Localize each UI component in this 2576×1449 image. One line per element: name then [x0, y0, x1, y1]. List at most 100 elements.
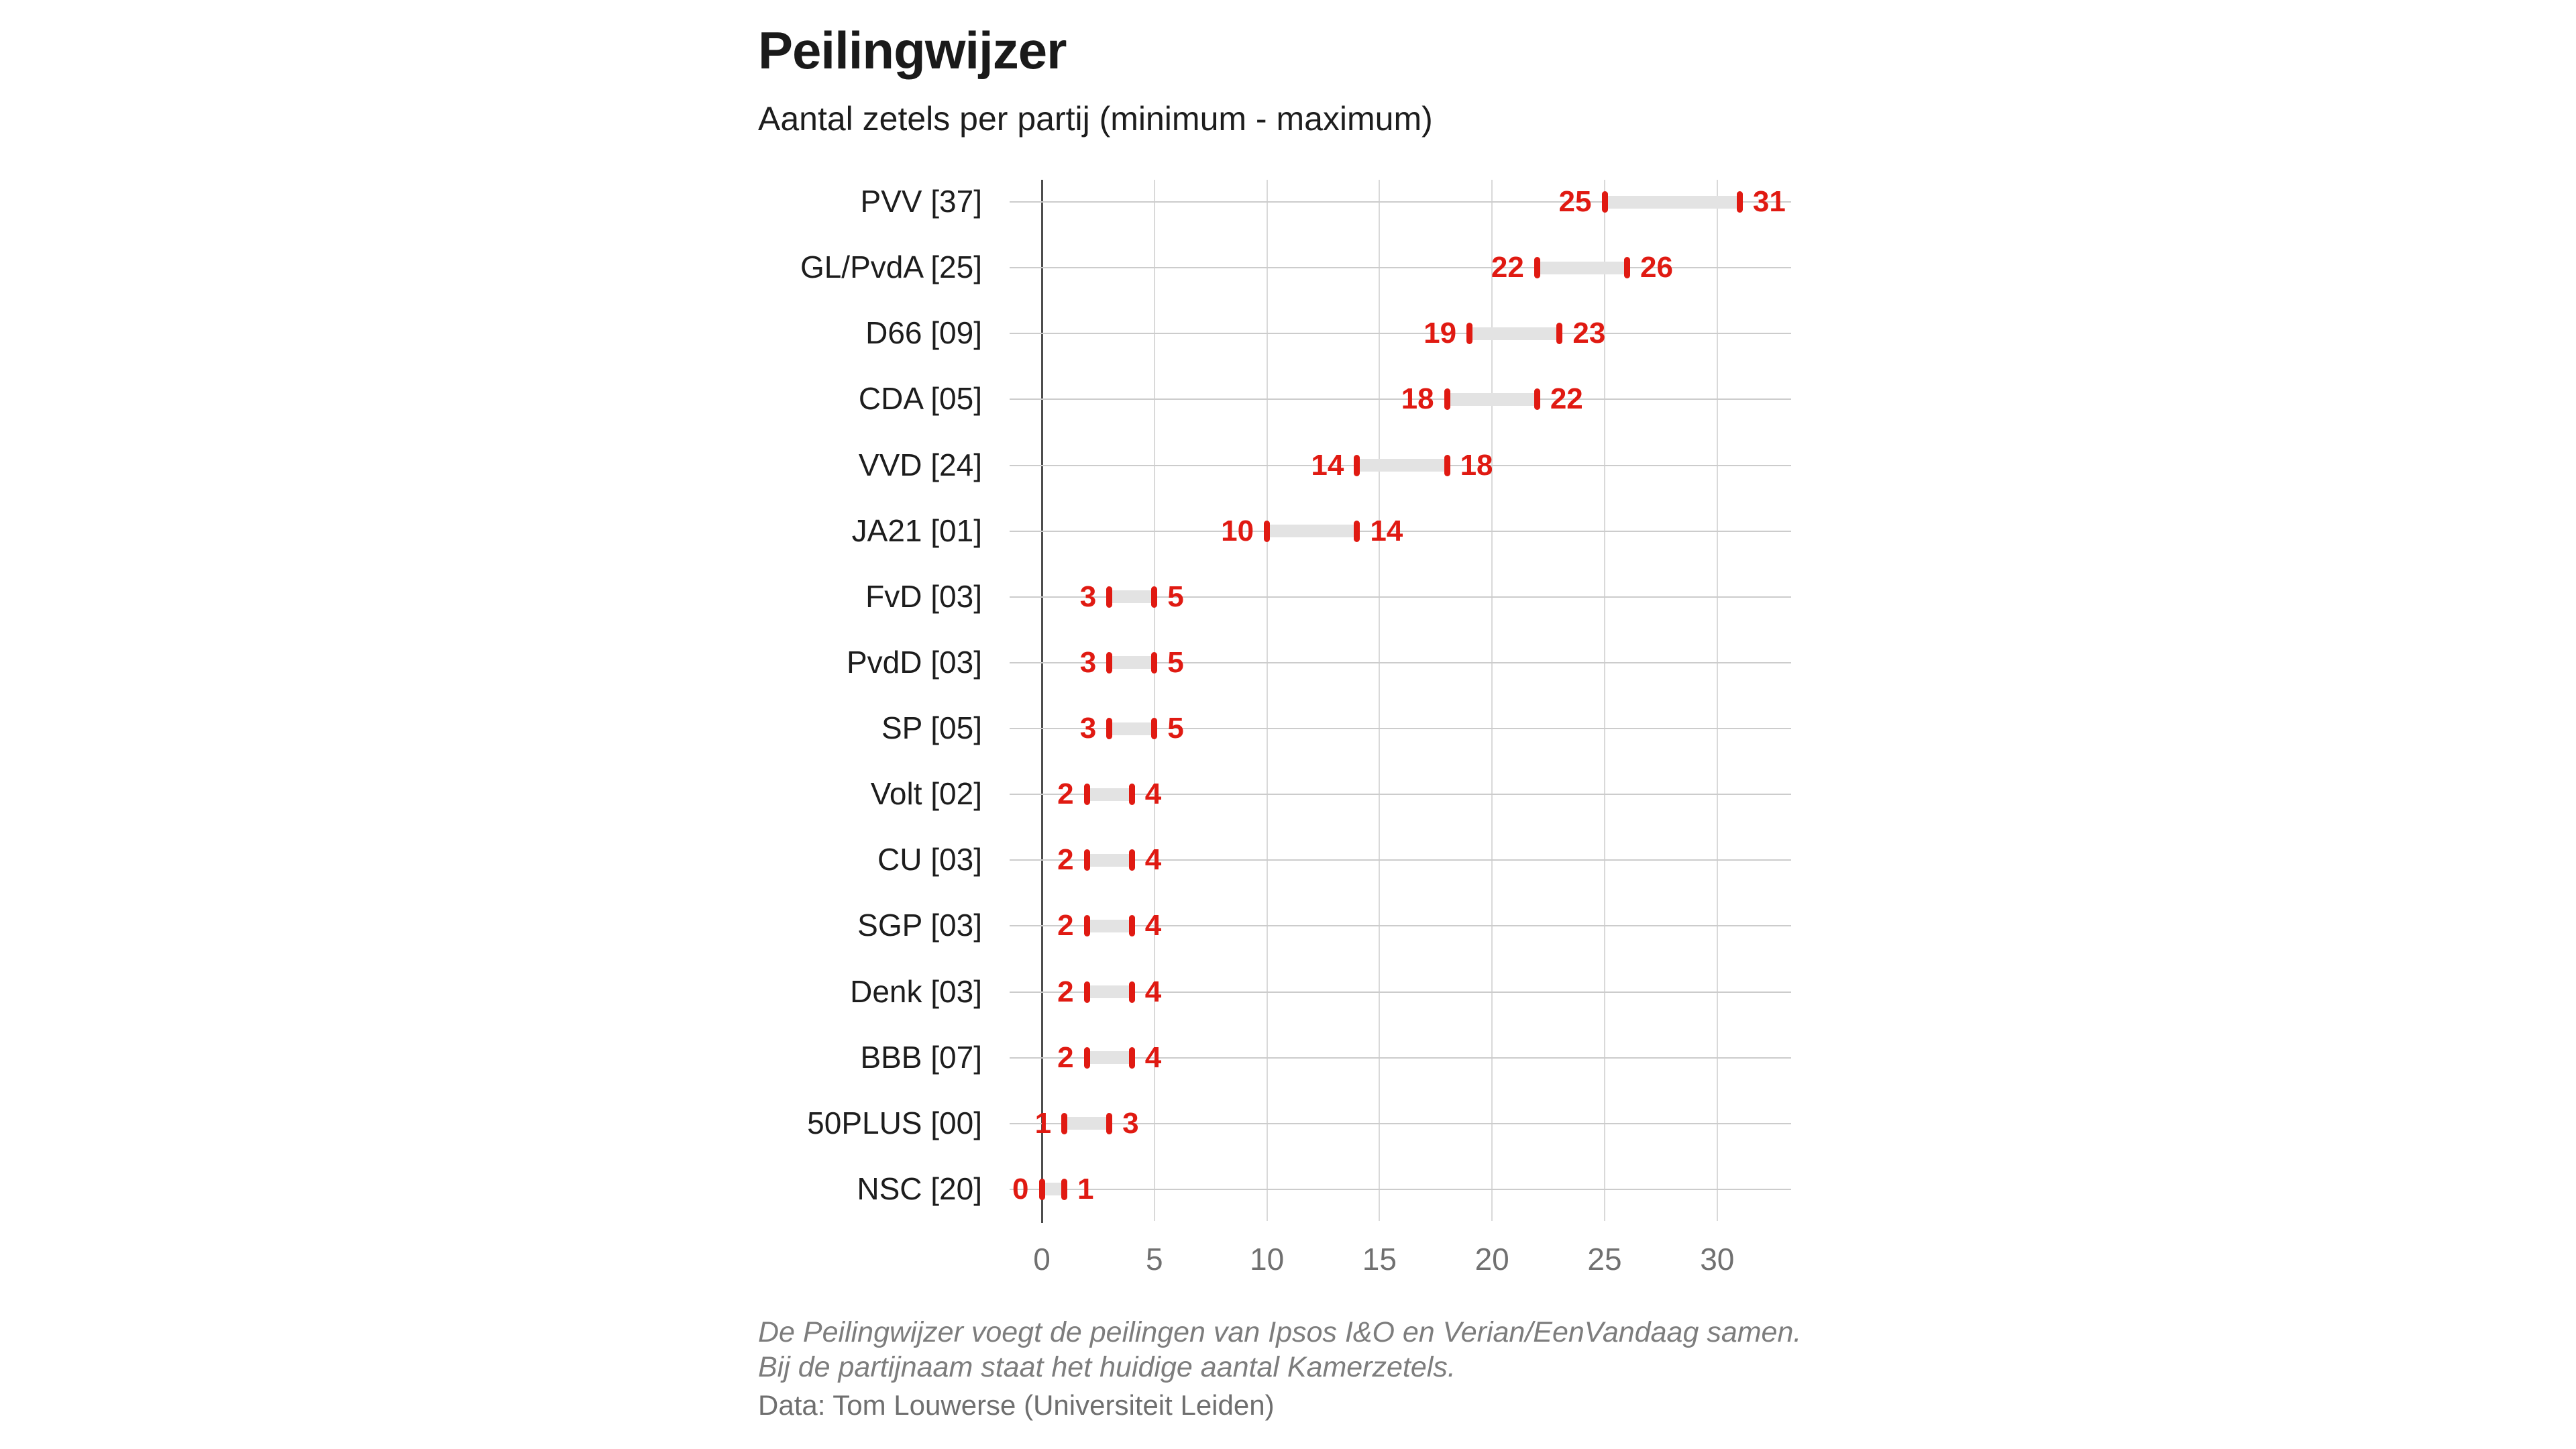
max-value-label: 22	[1550, 382, 1583, 416]
party-label-PVV: PVV [37]	[860, 184, 982, 219]
row-gridline	[1010, 794, 1791, 796]
row-gridline	[1010, 1057, 1791, 1059]
min-value-label: 1	[1034, 1106, 1052, 1140]
min-marker	[1106, 586, 1113, 608]
party-label-GL/PvdA: GL/PvdA [25]	[800, 250, 982, 285]
party-label-FvD: FvD [03]	[865, 578, 982, 614]
max-value-label: 5	[1167, 712, 1184, 745]
range-bar	[1042, 1183, 1065, 1196]
row-gridline	[1010, 1122, 1791, 1124]
grid-vline-20	[1491, 180, 1493, 1221]
max-marker	[1556, 323, 1563, 345]
range-bar	[1469, 327, 1560, 340]
chart-title: Peilingwijzer	[758, 21, 1067, 80]
min-value-label: 3	[1079, 580, 1097, 613]
min-value-label: 3	[1079, 645, 1097, 679]
max-value-label: 14	[1370, 514, 1403, 547]
grid-vline-10	[1266, 180, 1268, 1221]
max-marker	[1128, 1046, 1135, 1069]
row-gridline	[1010, 859, 1791, 861]
max-value-label: 4	[1144, 909, 1162, 943]
min-marker	[1444, 388, 1450, 411]
min-value-label: 3	[1079, 712, 1097, 745]
range-bar	[1267, 525, 1357, 538]
row-gridline	[1010, 530, 1791, 532]
max-value-label: 23	[1572, 317, 1606, 350]
party-label-NSC: NSC [20]	[857, 1171, 982, 1206]
range-bar	[1087, 1051, 1132, 1065]
range-bar	[1447, 392, 1538, 406]
party-label-CDA: CDA [05]	[858, 381, 982, 417]
min-marker	[1083, 1046, 1090, 1069]
row-gridline	[1010, 1188, 1791, 1190]
max-value-label: 18	[1460, 448, 1493, 482]
max-value-label: 4	[1144, 843, 1162, 877]
range-bar	[1356, 459, 1448, 472]
max-value-label: 4	[1144, 1040, 1162, 1074]
min-marker	[1083, 849, 1090, 871]
min-value-label: 2	[1057, 843, 1074, 877]
row-gridline	[1010, 925, 1791, 927]
min-value-label: 2	[1057, 909, 1074, 943]
min-marker	[1061, 1112, 1068, 1134]
min-value-label: 0	[1012, 1172, 1029, 1205]
max-marker	[1128, 981, 1135, 1003]
grid-vline-30	[1716, 180, 1718, 1221]
min-marker	[1038, 1178, 1045, 1200]
y-axis-zero-line	[1041, 180, 1043, 1223]
chart-subtitle: Aantal zetels per partij (minimum - maxi…	[758, 100, 1433, 138]
min-marker	[1601, 191, 1608, 213]
party-label-D66: D66 [09]	[865, 315, 982, 351]
x-tick-label-10: 10	[1250, 1242, 1285, 1277]
grid-vline-25	[1604, 180, 1605, 1221]
range-bar	[1087, 853, 1132, 867]
min-marker	[1106, 651, 1113, 674]
range-bar	[1537, 261, 1627, 274]
min-value-label: 19	[1424, 317, 1457, 350]
min-value-label: 25	[1558, 185, 1592, 218]
max-value-label: 4	[1144, 777, 1162, 811]
row-gridline	[1010, 596, 1791, 598]
max-value-label: 5	[1167, 580, 1184, 613]
x-tick-label-25: 25	[1587, 1242, 1622, 1277]
min-value-label: 14	[1311, 448, 1344, 482]
row-gridline	[1010, 661, 1791, 663]
min-value-label: 2	[1057, 1040, 1074, 1074]
min-marker	[1534, 257, 1540, 279]
range-bar	[1605, 195, 1740, 209]
row-gridline	[1010, 267, 1791, 269]
range-bar	[1087, 919, 1132, 932]
max-value-label: 1	[1077, 1172, 1094, 1205]
range-bar	[1087, 985, 1132, 999]
footnote-line-2: Bij de partijnaam staat het huidige aant…	[758, 1351, 1456, 1383]
party-label-Denk: Denk [03]	[850, 973, 982, 1009]
party-label-PvdD: PvdD [03]	[847, 644, 982, 680]
chart-footnote: De Peilingwijzer voegt de peilingen van …	[758, 1315, 1801, 1385]
row-gridline	[1010, 991, 1791, 993]
max-marker	[1128, 784, 1135, 806]
party-label-SP: SP [05]	[881, 710, 982, 746]
min-value-label: 2	[1057, 975, 1074, 1008]
x-tick-label-0: 0	[1033, 1242, 1051, 1277]
min-marker	[1083, 784, 1090, 806]
party-label-JA21: JA21 [01]	[851, 513, 982, 548]
max-marker	[1061, 1178, 1068, 1200]
grid-vline-5	[1153, 180, 1155, 1221]
row-gridline	[1010, 728, 1791, 730]
data-credit: Data: Tom Louwerse (Universiteit Leiden)	[758, 1389, 1275, 1421]
max-value-label: 26	[1640, 251, 1673, 284]
party-label-SGP: SGP [03]	[857, 908, 982, 943]
min-value-label: 18	[1401, 382, 1434, 416]
range-bar	[1064, 1117, 1110, 1130]
max-marker	[1128, 915, 1135, 937]
range-bar	[1109, 722, 1155, 735]
max-value-label: 3	[1122, 1106, 1139, 1140]
min-value-label: 10	[1221, 514, 1254, 547]
x-tick-label-15: 15	[1362, 1242, 1397, 1277]
party-label-50PLUS: 50PLUS [00]	[807, 1105, 982, 1140]
max-marker	[1151, 651, 1158, 674]
party-label-CU: CU [03]	[877, 842, 982, 877]
max-marker	[1151, 586, 1158, 608]
max-value-label: 4	[1144, 975, 1162, 1008]
